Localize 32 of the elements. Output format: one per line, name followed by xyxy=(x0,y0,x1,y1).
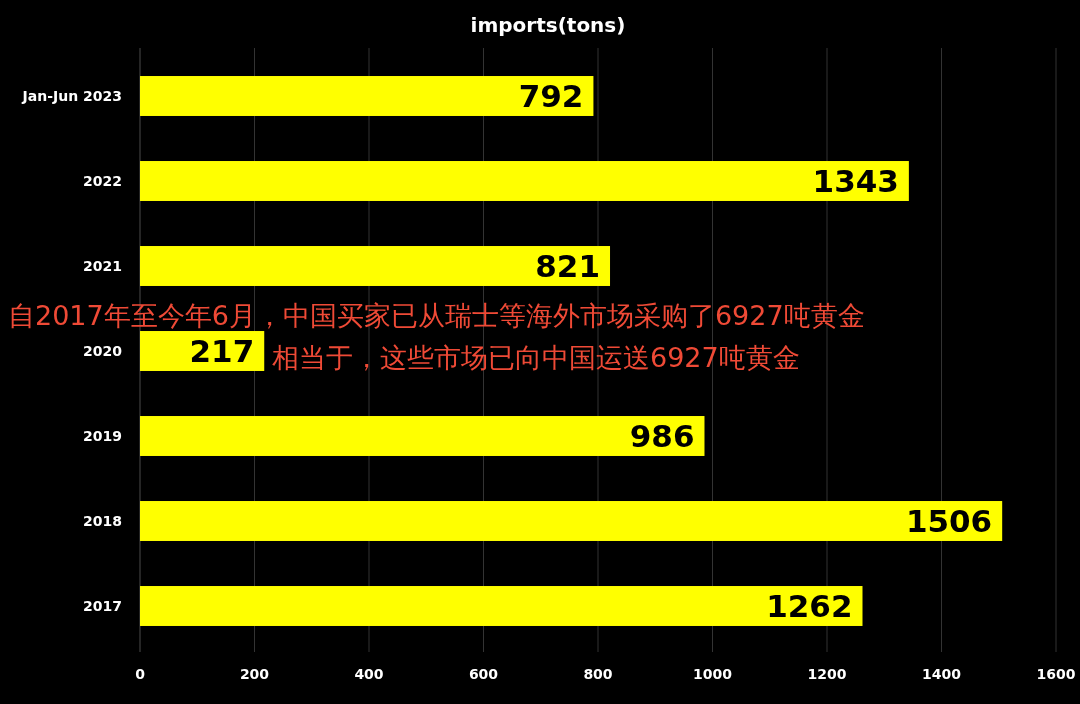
bar xyxy=(140,501,1003,541)
x-tick-label: 800 xyxy=(583,666,613,682)
x-tick-label: 400 xyxy=(354,666,384,682)
x-tick-label: 0 xyxy=(135,666,146,682)
data-label: 986 xyxy=(629,418,695,454)
x-tick-label: 1000 xyxy=(693,666,733,682)
bar xyxy=(140,416,705,456)
data-label: 1262 xyxy=(766,588,853,624)
chart-title: imports(tons) xyxy=(470,13,626,37)
x-tick-label: 1600 xyxy=(1036,666,1076,682)
bar xyxy=(140,161,909,201)
x-tick-label: 1200 xyxy=(807,666,847,682)
x-tick-label: 1400 xyxy=(922,666,962,682)
data-label: 1343 xyxy=(812,163,899,199)
y-tick-label: 2017 xyxy=(83,598,122,614)
y-tick-label: 2020 xyxy=(83,343,123,359)
bar xyxy=(140,586,863,626)
data-label: 792 xyxy=(518,78,584,114)
x-tick-label: 200 xyxy=(239,666,270,682)
bar xyxy=(140,246,611,286)
x-tick-label: 600 xyxy=(468,666,499,682)
y-tick-label: Jan-Jun 2023 xyxy=(21,88,122,104)
y-tick-label: 2019 xyxy=(83,428,122,444)
annotation: 相当于，这些市场已向中国运送6927吨黄金 xyxy=(272,342,800,373)
y-tick-label: 2021 xyxy=(83,258,122,274)
bar xyxy=(140,76,594,116)
data-label: 1506 xyxy=(905,503,993,539)
data-label: 217 xyxy=(189,333,255,369)
data-label: 821 xyxy=(535,248,601,284)
y-tick-label: 2022 xyxy=(83,173,122,189)
annotation: 自2017年至今年6月，中国买家已从瑞士等海外市场采购了6927吨黄金 xyxy=(8,300,865,331)
y-tick-label: 2018 xyxy=(83,513,122,529)
